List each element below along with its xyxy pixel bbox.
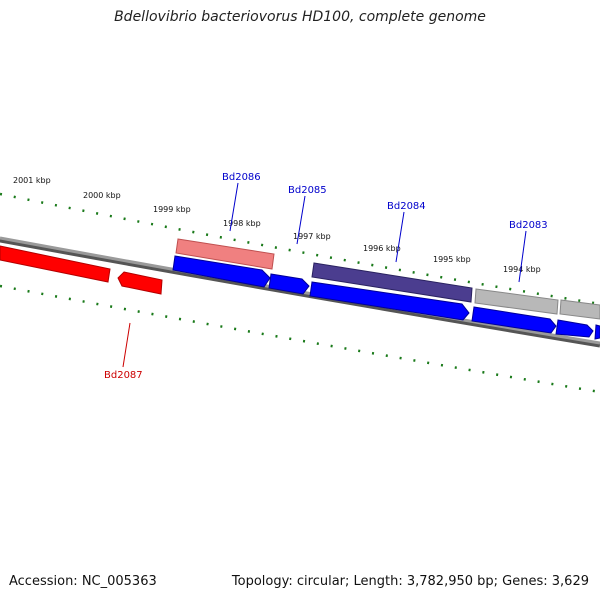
gene-feature-bd2086: [175, 238, 275, 270]
gene-arrow-forward-5: [555, 319, 594, 338]
gene-feature-gray-2: [559, 299, 600, 320]
scale-label: 1998 kbp: [223, 219, 261, 228]
gene-label-bd2086[interactable]: Bd2086: [222, 172, 261, 183]
scale-label: 1997 kbp: [293, 232, 331, 241]
gene-feature-gray-1: [474, 288, 559, 315]
outer-tick-track: [0, 192, 600, 306]
scale-label: 1996 kbp: [363, 244, 401, 253]
gene-arrow-forward-3: [309, 281, 470, 321]
inner-tick-track: [0, 284, 600, 394]
scale-label: 1994 kbp: [503, 265, 541, 274]
scale-label: 2000 kbp: [83, 191, 121, 200]
leader-line-bd2085: [296, 195, 306, 245]
scale-label: 1999 kbp: [153, 205, 191, 214]
leader-line-bd2086: [229, 182, 239, 232]
gene-arrow-forward-4: [471, 306, 557, 334]
leader-line-bd2083: [518, 230, 527, 283]
gene-feature-bd2084: [311, 262, 473, 303]
gene-label-bd2087[interactable]: Bd2087: [104, 370, 143, 381]
leader-line-bd2084: [395, 211, 405, 263]
gene-arrow-forward-6: [594, 324, 600, 340]
scale-label: 1995 kbp: [433, 255, 471, 264]
gene-label-bd2085[interactable]: Bd2085: [288, 185, 327, 196]
genome-summary-text: Topology: circular; Length: 3,782,950 bp…: [231, 574, 589, 589]
gene-arrow-reverse: [0, 245, 111, 283]
gene-arrow-forward-2: [268, 273, 310, 295]
gene-label-bd2084[interactable]: Bd2084: [387, 201, 426, 212]
accession-text: Accession: NC_005363: [9, 574, 157, 589]
leader-line-bd2087: [122, 322, 131, 368]
gene-arrow-forward-1: [172, 255, 271, 288]
scale-label: 2001 kbp: [13, 176, 51, 185]
gene-label-bd2083[interactable]: Bd2083: [509, 220, 548, 231]
gene-arrow-bd2087: [117, 271, 163, 295]
map-title: Bdellovibrio bacteriovorus HD100, comple…: [114, 9, 486, 25]
